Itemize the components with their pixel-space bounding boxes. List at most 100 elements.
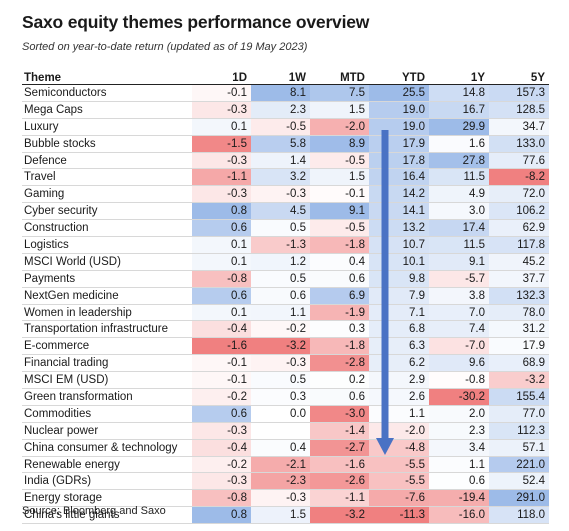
value-cell-mtd: 0.6 <box>310 270 369 288</box>
value-cell-1y: -7.0 <box>429 337 489 356</box>
theme-name: Financial trading <box>22 354 192 373</box>
value-cell-1y: 11.5 <box>429 236 489 254</box>
value-cell-5y: 62.9 <box>489 219 549 238</box>
value-cell-5y: 132.3 <box>489 287 549 305</box>
theme-name: Commodities <box>22 405 192 423</box>
table-row: MSCI EM (USD) -0.1 0.5 0.2 2.9 -0.8 -3.2 <box>22 371 549 390</box>
value-cell-ytd: 6.8 <box>369 320 429 339</box>
theme-name: Energy storage <box>22 489 192 508</box>
value-cell-5y: 31.2 <box>489 320 549 339</box>
value-cell-1y: 29.9 <box>429 118 489 136</box>
value-cell-ytd: 2.9 <box>369 371 429 390</box>
value-cell-mtd: -3.0 <box>310 405 369 423</box>
value-cell-ytd: 2.6 <box>369 388 429 406</box>
value-cell-mtd: -2.6 <box>310 472 369 491</box>
value-cell-1w: 1.5 <box>251 506 310 525</box>
value-cell-5y: 72.0 <box>489 185 549 204</box>
value-cell-1y: -30.2 <box>429 388 489 406</box>
value-cell-5y: 78.0 <box>489 304 549 322</box>
chart-subtitle: Sorted on year-to-date return (updated a… <box>22 41 308 53</box>
table-row: Travel -1.1 3.2 1.5 16.4 11.5 -8.2 <box>22 168 549 187</box>
value-cell-ytd: 10.1 <box>369 253 429 271</box>
value-cell-1y: 4.9 <box>429 185 489 204</box>
table-row: Semiconductors -0.1 8.1 7.5 25.5 14.8 157.3 <box>22 84 549 102</box>
value-cell-ytd: 6.3 <box>369 337 429 356</box>
value-cell-ytd: 16.4 <box>369 168 429 187</box>
table-row: Financial trading -0.1 -0.3 -2.8 6.2 9.6 68.9 <box>22 354 549 373</box>
value-cell-5y: 221.0 <box>489 456 549 474</box>
value-cell-mtd: 1.5 <box>310 101 369 119</box>
value-cell-1y: -5.7 <box>429 270 489 288</box>
value-cell-1d: -0.3 <box>192 422 251 440</box>
value-cell-1d: -1.5 <box>192 135 251 153</box>
value-cell-mtd: -0.5 <box>310 152 369 170</box>
value-cell-5y: 34.7 <box>489 118 549 136</box>
value-cell-1y: 9.1 <box>429 253 489 271</box>
theme-name: Bubble stocks <box>22 135 192 153</box>
table-row: NextGen medicine 0.6 0.6 6.9 7.9 3.8 132.3 <box>22 287 549 305</box>
table-row: Payments -0.8 0.5 0.6 9.8 -5.7 37.7 <box>22 270 549 288</box>
value-cell-1y: 1.1 <box>429 456 489 474</box>
value-cell-mtd: 0.2 <box>310 371 369 390</box>
theme-name: Green transformation <box>22 388 192 406</box>
value-cell-1d: -0.1 <box>192 371 251 390</box>
value-cell-1y: 0.6 <box>429 472 489 491</box>
table-body: Semiconductors -0.1 8.1 7.5 25.5 14.8 157.3 Meg… <box>22 84 549 525</box>
value-cell-1w: -0.3 <box>251 185 310 204</box>
value-cell-ytd: 13.2 <box>369 219 429 238</box>
value-cell-1w: 3.2 <box>251 168 310 187</box>
value-cell-1d: 0.1 <box>192 304 251 322</box>
value-cell-1d: -0.3 <box>192 152 251 170</box>
value-cell-1d: -0.2 <box>192 456 251 474</box>
table-row: Construction 0.6 0.5 -0.5 13.2 17.4 62.9 <box>22 219 549 238</box>
value-cell-1w: 0.6 <box>251 287 310 305</box>
value-cell-ytd: -4.8 <box>369 439 429 457</box>
value-cell-1y: 3.4 <box>429 439 489 457</box>
value-cell-1y: 9.6 <box>429 354 489 373</box>
theme-name: Construction <box>22 219 192 238</box>
value-cell-1d: -0.4 <box>192 320 251 339</box>
value-cell-mtd: -0.1 <box>310 185 369 204</box>
value-cell-mtd: 0.4 <box>310 253 369 271</box>
table-row: Commodities 0.6 0.0 -3.0 1.1 2.0 77.0 <box>22 405 549 423</box>
value-cell-ytd: -11.3 <box>369 506 429 525</box>
table-row: Defence -0.3 1.4 -0.5 17.8 27.8 77.6 <box>22 152 549 170</box>
value-cell-1y: 14.8 <box>429 84 489 102</box>
value-cell-mtd: -1.8 <box>310 236 369 254</box>
value-cell-1w: 1.2 <box>251 253 310 271</box>
value-cell-1w: 0.4 <box>251 439 310 457</box>
header-row: Theme 1D 1W MTD YTD 1Y 5Y <box>22 68 549 85</box>
value-cell-ytd: 7.9 <box>369 287 429 305</box>
value-cell-ytd: -5.5 <box>369 456 429 474</box>
value-cell-5y: 133.0 <box>489 135 549 153</box>
value-cell-5y: 57.1 <box>489 439 549 457</box>
value-cell-mtd: 1.5 <box>310 168 369 187</box>
value-cell-1y: 2.3 <box>429 422 489 440</box>
value-cell-1y: 3.0 <box>429 202 489 221</box>
value-cell-1w: -1.3 <box>251 236 310 254</box>
value-cell-mtd: -1.9 <box>310 304 369 322</box>
value-cell-1w: 0.5 <box>251 371 310 390</box>
value-cell-1w: 2.3 <box>251 101 310 119</box>
table-row: Green transformation -0.2 0.3 0.6 2.6 -30.2 15… <box>22 388 549 406</box>
value-cell-1w: -0.5 <box>251 118 310 136</box>
value-cell-mtd: -1.6 <box>310 456 369 474</box>
value-cell-mtd: -3.2 <box>310 506 369 525</box>
value-cell-1w: 1.1 <box>251 304 310 322</box>
value-cell-ytd: 19.0 <box>369 101 429 119</box>
value-cell-ytd: 10.7 <box>369 236 429 254</box>
value-cell-1w: -0.2 <box>251 320 310 339</box>
value-cell-5y: 155.4 <box>489 388 549 406</box>
column-header-mtd: MTD <box>310 68 369 85</box>
column-header-1y: 1Y <box>429 68 489 85</box>
value-cell-1d: -0.8 <box>192 489 251 508</box>
column-header-1w: 1W <box>251 68 310 85</box>
theme-name: Cyber security <box>22 202 192 221</box>
value-cell-1d: 0.6 <box>192 405 251 423</box>
value-cell-1d: -0.3 <box>192 101 251 119</box>
value-cell-1w: 8.1 <box>251 84 310 102</box>
table-row: Energy storage -0.8 -0.3 -1.1 -7.6 -19.4 291.0 <box>22 489 549 508</box>
value-cell-1d: 0.8 <box>192 506 251 525</box>
value-cell-1w: -2.1 <box>251 456 310 474</box>
value-cell-5y: 157.3 <box>489 84 549 102</box>
